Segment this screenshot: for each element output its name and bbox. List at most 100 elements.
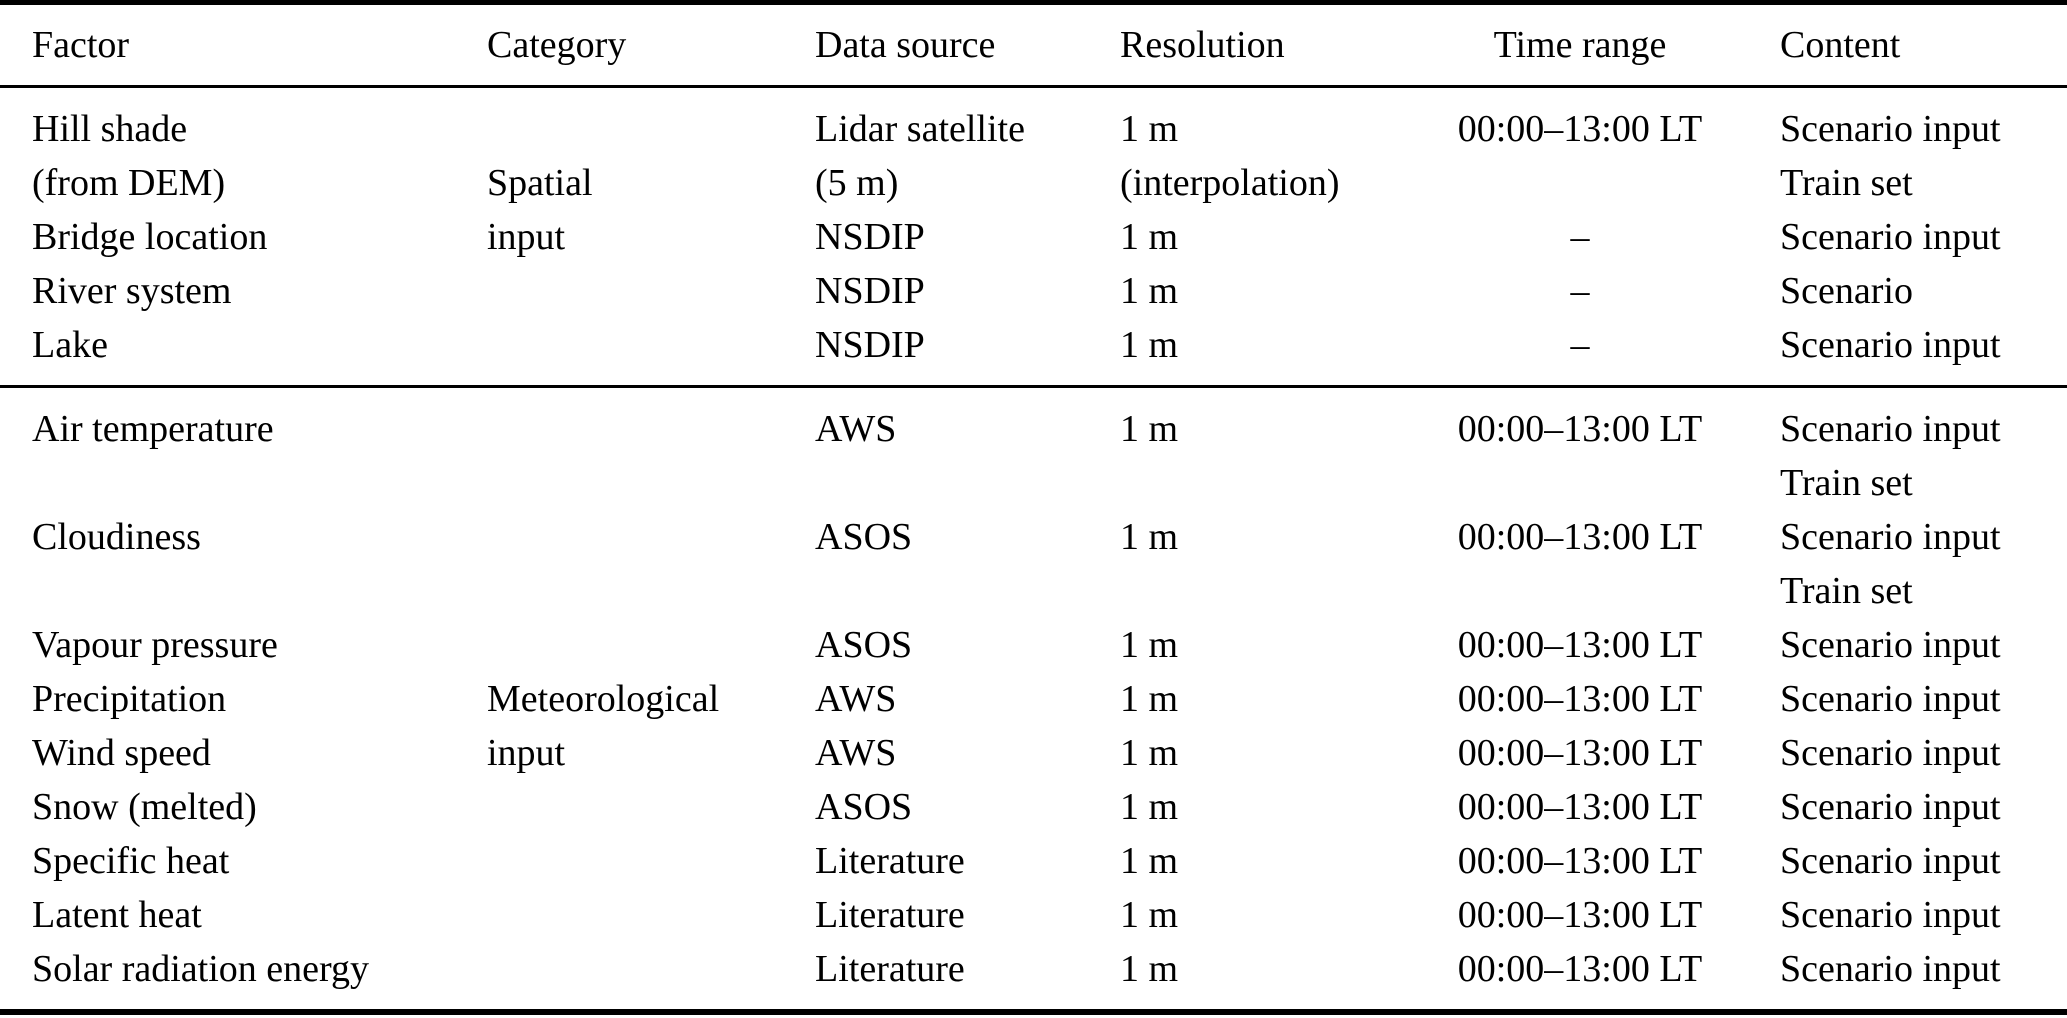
table-row: Cloudiness ASOS 1 m 00:00–13:00 LT Scenario … [0, 510, 2067, 564]
cell-time: – [1380, 318, 1780, 388]
cell-content: Train set [1780, 462, 1913, 504]
cell-factor: Solar radiation energy [32, 948, 369, 990]
table-row: Hill shade Lidar satellite 1 m 00:00–13:00 … [0, 87, 2067, 157]
cell-category [487, 456, 815, 510]
cell-time: 00:00–13:00 LT [1457, 678, 1703, 720]
cell-content: Scenario input [1780, 948, 2001, 990]
table-row: Air temperature AWS 1 m 00:00–13:00 LT Scena… [0, 387, 2067, 457]
cell-source: NSDIP [815, 270, 925, 312]
cell-source: Literature [815, 948, 965, 990]
cell-resolution: 1 m [1120, 318, 1380, 388]
table-section-meteorological-input: Air temperature AWS 1 m 00:00–13:00 LT Scena… [0, 387, 2067, 1013]
cell-time: 00:00–13:00 LT [1457, 948, 1703, 990]
table-row: Bridge location input NSDIP 1 m – Scenario in… [0, 210, 2067, 264]
cell-content: Train set [1780, 162, 1913, 204]
cell-content: Scenario input [1780, 840, 2001, 882]
cell-time: 00:00–13:00 LT [1457, 894, 1703, 936]
table-row: Wind speed input AWS 1 m 00:00–13:00 LT Scena… [0, 726, 2067, 780]
cell-resolution [1120, 564, 1380, 618]
cell-factor: Vapour pressure [32, 624, 278, 666]
cell-resolution: 1 m [1120, 624, 1179, 666]
cell-category: input [487, 732, 566, 774]
cell-resolution: 1 m [1120, 108, 1179, 150]
table-row: Lake NSDIP 1 m – Scenario input [0, 318, 2067, 388]
cell-time: 00:00–13:00 LT [1457, 624, 1703, 666]
cell-resolution: 1 m [1120, 840, 1179, 882]
cell-time: 00:00–13:00 LT [1457, 840, 1703, 882]
cell-source: AWS [815, 408, 897, 450]
table-row: River system NSDIP 1 m – Scenario [0, 264, 2067, 318]
column-header-category: Category [487, 2, 815, 88]
cell-source: ASOS [815, 624, 913, 666]
column-header-factor: Factor [0, 2, 487, 88]
cell-factor: Bridge location [32, 216, 268, 258]
cell-category [487, 618, 815, 672]
cell-factor [0, 564, 487, 618]
cell-source: ASOS [815, 516, 913, 558]
table-row: Precipitation Meteorological AWS 1 m 00:00–1… [0, 672, 2067, 726]
cell-content: Scenario input [1780, 318, 2067, 388]
cell-content: Scenario input [1780, 678, 2001, 720]
cell-source: ASOS [815, 786, 913, 828]
header-row: Factor Category Data source Resolution T… [0, 2, 2067, 88]
cell-factor: River system [32, 270, 232, 312]
cell-content: Scenario input [1780, 516, 2001, 558]
cell-source: Literature [815, 894, 965, 936]
cell-content: Scenario input [1780, 408, 2001, 450]
cell-time: 00:00–13:00 LT [1457, 108, 1703, 150]
cell-factor: Snow (melted) [32, 786, 257, 828]
cell-source [815, 564, 1120, 618]
cell-factor: Precipitation [32, 678, 227, 720]
cell-time: 00:00–13:00 LT [1457, 516, 1703, 558]
table-row: Latent heat Literature 1 m 00:00–13:00 LT Sc… [0, 888, 2067, 942]
table-section-spatial-input: Hill shade Lidar satellite 1 m 00:00–13:00 … [0, 87, 2067, 388]
cell-factor: Cloudiness [32, 516, 201, 558]
cell-resolution: 1 m [1120, 270, 1179, 312]
table-row: Snow (melted) ASOS 1 m 00:00–13:00 LT Scenar… [0, 780, 2067, 834]
table-row: (from DEM) Spatial (5 m) (interpolation) Tra… [0, 156, 2067, 210]
cell-category [487, 564, 815, 618]
cell-source: NSDIP [815, 216, 925, 258]
cell-factor: Latent heat [32, 894, 202, 936]
table-row: Train set [0, 456, 2067, 510]
cell-category [487, 87, 815, 157]
cell-category [487, 888, 815, 942]
table-row: Solar radiation energy Literature 1 m 00:00… [0, 942, 2067, 1012]
cell-time [1380, 456, 1780, 510]
cell-category: Meteorological [487, 678, 720, 720]
cell-resolution: 1 m [1120, 948, 1179, 990]
cell-factor: Wind speed [32, 732, 211, 774]
cell-source: Lidar satellite [815, 108, 1025, 150]
cell-factor: (from DEM) [32, 162, 226, 204]
cell-category [487, 387, 815, 457]
cell-category [487, 264, 815, 318]
table-header: Factor Category Data source Resolution T… [0, 2, 2067, 88]
column-header-resolution: Resolution [1120, 2, 1380, 88]
cell-factor: Specific heat [32, 840, 230, 882]
cell-time [1380, 156, 1780, 210]
cell-time: 00:00–13:00 LT [1457, 786, 1703, 828]
cell-factor [0, 456, 487, 510]
cell-content: Scenario input [1780, 786, 2001, 828]
cell-content: Train set [1780, 570, 1913, 612]
column-header-time-range: Time range [1380, 2, 1780, 88]
cell-source [815, 456, 1120, 510]
cell-time [1380, 564, 1780, 618]
cell-source: AWS [815, 678, 897, 720]
cell-factor: Hill shade [32, 108, 188, 150]
cell-content: Scenario input [1780, 732, 2001, 774]
cell-content: Scenario [1780, 270, 1913, 312]
cell-content: Scenario input [1780, 216, 2001, 258]
table-row: Train set [0, 564, 2067, 618]
cell-content: Scenario input [1780, 624, 2001, 666]
cell-category [487, 510, 815, 564]
column-header-content: Content [1780, 2, 2067, 88]
cell-time: – [1570, 216, 1590, 258]
cell-category [487, 834, 815, 888]
cell-factor: Air temperature [32, 408, 274, 450]
cell-resolution: 1 m [1120, 516, 1179, 558]
cell-resolution: 1 m [1120, 786, 1179, 828]
column-header-data-source: Data source [815, 2, 1120, 88]
cell-time: – [1570, 270, 1590, 312]
